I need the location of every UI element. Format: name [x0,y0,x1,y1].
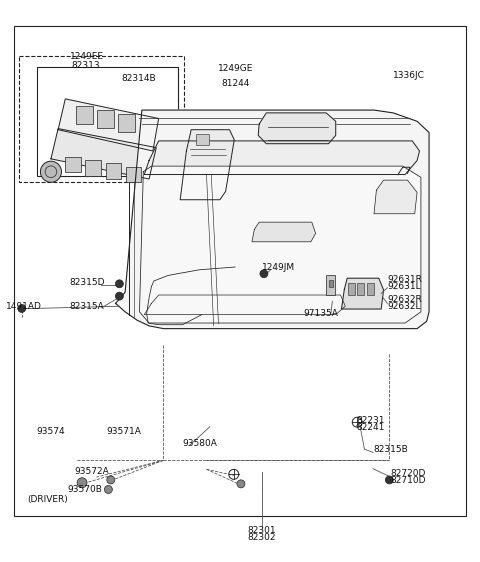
Bar [119,114,135,132]
Text: 82315B: 82315B [373,445,408,454]
Text: 93571A: 93571A [106,427,141,436]
Bar [367,283,374,295]
Text: 92632L: 92632L [387,302,421,311]
Text: 1336JC: 1336JC [393,71,425,80]
Text: 97135A: 97135A [304,309,338,318]
Text: 1249JM: 1249JM [262,263,295,272]
Text: 82720D: 82720D [391,469,426,478]
Text: 81244: 81244 [221,79,250,88]
Bar [126,167,141,183]
Polygon shape [116,110,429,329]
Polygon shape [180,130,234,200]
Polygon shape [58,99,158,151]
Circle shape [115,280,123,288]
Circle shape [40,161,61,182]
Text: 92631L: 92631L [387,282,421,291]
Circle shape [260,270,268,278]
Circle shape [115,292,123,300]
Polygon shape [341,278,384,309]
Text: 82315A: 82315A [69,302,104,311]
Text: 1249GE: 1249GE [217,64,253,72]
Polygon shape [258,113,336,144]
Polygon shape [144,141,420,175]
Text: 93572A: 93572A [74,467,109,476]
Text: 82313: 82313 [72,61,100,70]
Bar [97,110,114,128]
Polygon shape [252,222,316,242]
Circle shape [237,480,245,488]
Bar [36,67,178,176]
Polygon shape [144,295,345,315]
Text: 82314B: 82314B [122,74,156,83]
Text: 93574: 93574 [36,427,65,436]
Text: 82315D: 82315D [69,278,105,287]
Text: 93580A: 93580A [182,439,217,448]
Polygon shape [51,129,156,179]
Bar [326,275,335,295]
Text: 93570B: 93570B [67,485,102,494]
Bar [348,283,355,295]
Text: 1491AD: 1491AD [5,302,41,311]
Bar [357,283,364,295]
Polygon shape [140,166,421,323]
Text: 82710D: 82710D [391,476,426,485]
Text: 1249EE: 1249EE [70,52,104,61]
Bar [14,26,466,516]
Text: 82301: 82301 [247,527,276,536]
Bar [85,160,101,176]
Bar [19,56,184,182]
Text: 82231: 82231 [356,416,385,425]
Bar [76,106,93,124]
Bar [65,157,81,173]
Bar [106,164,121,179]
Circle shape [104,486,112,493]
Text: (DRIVER): (DRIVER) [27,495,68,504]
Bar [196,134,209,146]
Circle shape [107,476,115,484]
Circle shape [18,305,26,312]
Text: 82302: 82302 [247,533,276,542]
Text: 92631R: 92631R [387,275,422,284]
Text: 92632R: 92632R [387,295,422,304]
Circle shape [385,476,393,484]
Bar [328,280,333,287]
Text: 82241: 82241 [356,423,384,432]
Polygon shape [374,180,417,214]
Circle shape [77,478,87,488]
